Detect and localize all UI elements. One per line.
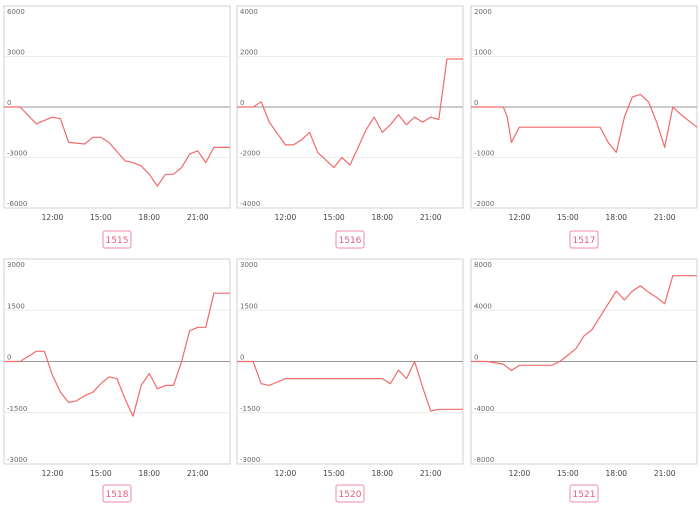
x-tick-label: 15:00 xyxy=(557,213,579,222)
x-tick-label: 21:00 xyxy=(654,213,676,222)
chart-label: 1516 xyxy=(339,236,362,246)
chart-label-badge xyxy=(335,230,365,249)
y-tick-label: 4000 xyxy=(240,8,258,16)
x-tick-label: 21:00 xyxy=(187,469,209,478)
y-tick-label: 0 xyxy=(474,99,478,107)
y-tick-label: 1500 xyxy=(7,302,25,310)
chart-label: 1521 xyxy=(573,490,596,500)
y-tick-label: 8000 xyxy=(474,261,492,269)
series-line-1517 xyxy=(471,93,698,153)
chart-label: 1517 xyxy=(573,236,596,246)
x-tick-label: 15:00 xyxy=(323,469,345,478)
y-tick-label: -4000 xyxy=(474,405,494,413)
chart-label-badge xyxy=(335,484,365,503)
x-tick-label: 12:00 xyxy=(275,469,297,478)
y-tick-label: -3000 xyxy=(240,456,260,464)
chart-label-badge xyxy=(569,484,599,503)
y-tick-label: -2000 xyxy=(474,200,494,208)
x-tick-label: 15:00 xyxy=(557,469,579,478)
y-tick-label: 1500 xyxy=(240,302,258,310)
x-tick-label: 21:00 xyxy=(654,469,676,478)
y-tick-label: -8000 xyxy=(474,456,494,464)
y-tick-label: 2000 xyxy=(240,49,258,57)
x-tick-label: 21:00 xyxy=(420,469,442,478)
chart-label: 1518 xyxy=(106,490,129,500)
x-tick-label: 12:00 xyxy=(42,213,64,222)
y-tick-label: -2000 xyxy=(240,150,260,158)
y-tick-label: 3000 xyxy=(240,261,258,269)
chart-label-badge xyxy=(569,230,599,249)
y-tick-label: -4000 xyxy=(240,200,260,208)
chart-1520: 3000 1500 0 -1500 -3000 12:00 15:00 18:00 21:00 1… xyxy=(236,258,464,503)
y-tick-label: -1500 xyxy=(240,405,260,413)
x-tick-label: 15:00 xyxy=(90,213,112,222)
y-tick-label: -3000 xyxy=(7,150,27,158)
chart-label-badge xyxy=(102,230,132,249)
y-tick-label: -3000 xyxy=(7,456,27,464)
series-line-1515 xyxy=(4,106,230,187)
chart-1521: 8000 4000 0 -4000 -8000 12:00 15:00 18:00 21:00 1… xyxy=(470,258,698,503)
x-tick-label: 18:00 xyxy=(371,469,393,478)
y-tick-label: 2000 xyxy=(474,8,492,16)
x-tick-label: 21:00 xyxy=(420,213,442,222)
y-tick-label: 0 xyxy=(7,99,11,107)
y-tick-label: 0 xyxy=(240,354,244,362)
x-tick-label: 15:00 xyxy=(90,469,112,478)
chart-1516: 4000 2000 0 -2000 -4000 12:00 15:00 18:00 21:00 1… xyxy=(236,5,464,249)
chart-1518: 3000 1500 0 -1500 -3000 12:00 15:00 18:00 21:00 1… xyxy=(3,258,231,503)
x-tick-label: 18:00 xyxy=(138,213,160,222)
x-tick-label: 21:00 xyxy=(187,213,209,222)
y-tick-label: 0 xyxy=(240,99,244,107)
y-tick-label: 1000 xyxy=(474,49,492,57)
series-line-1520 xyxy=(237,360,463,412)
chart-label-badge xyxy=(102,484,132,503)
chart-1515: 6000 3000 0 -3000 -6000 12:00 15:00 18:00 21:00 1… xyxy=(3,5,231,249)
x-tick-label: 12:00 xyxy=(509,213,531,222)
x-tick-label: 12:00 xyxy=(42,469,64,478)
y-tick-label: 3000 xyxy=(7,261,25,269)
series-line-1516 xyxy=(237,58,463,169)
y-tick-label: 6000 xyxy=(7,8,25,16)
x-tick-label: 12:00 xyxy=(275,213,297,222)
y-tick-label: 4000 xyxy=(474,302,492,310)
x-tick-label: 15:00 xyxy=(323,213,345,222)
x-tick-label: 18:00 xyxy=(138,469,160,478)
y-tick-label: 0 xyxy=(7,354,11,362)
series-line-1518 xyxy=(4,292,230,417)
chart-1517: 2000 1000 0 -1000 -2000 12:00 15:00 18:00 21:00 1… xyxy=(470,5,698,249)
x-tick-label: 18:00 xyxy=(371,213,393,222)
series-line-1521 xyxy=(471,275,697,372)
chart-label: 1520 xyxy=(339,490,362,500)
chart-label: 1515 xyxy=(106,236,129,246)
x-tick-label: 12:00 xyxy=(509,469,531,478)
y-tick-label: -6000 xyxy=(7,200,27,208)
x-tick-label: 18:00 xyxy=(605,213,627,222)
y-tick-label: 0 xyxy=(474,354,478,362)
y-tick-label: -1500 xyxy=(7,405,27,413)
x-tick-label: 18:00 xyxy=(605,469,627,478)
y-tick-label: -1000 xyxy=(474,150,494,158)
y-tick-label: 3000 xyxy=(7,49,25,57)
